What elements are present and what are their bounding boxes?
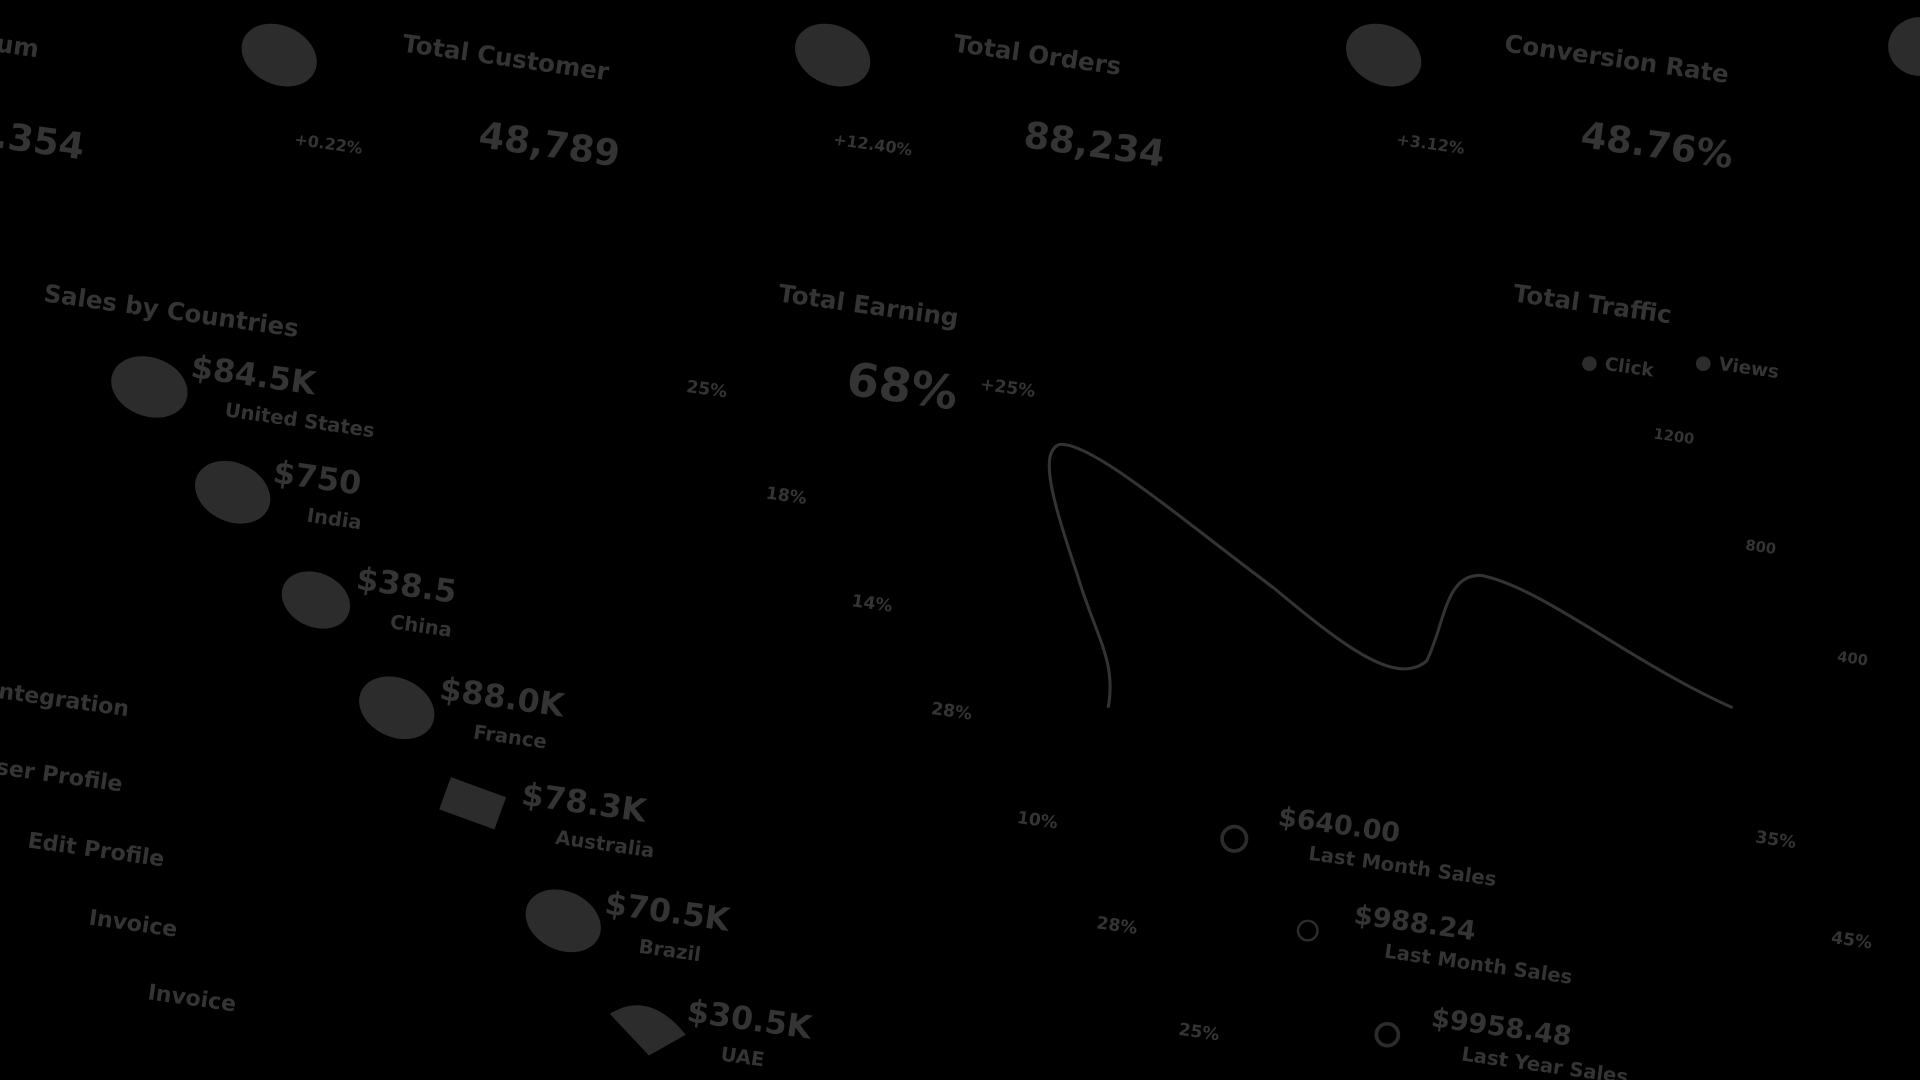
- country-value: $750: [271, 453, 364, 503]
- card-value: 88,234: [1021, 113, 1167, 175]
- earning-label: 25%: [1177, 1020, 1220, 1046]
- axis-tick: 800: [1744, 537, 1777, 558]
- earning-label: 25%: [685, 377, 728, 403]
- country-value: $84.5K: [189, 347, 320, 402]
- legend-label: Click: [1603, 354, 1655, 382]
- menu-item: Edit Profile: [26, 829, 166, 873]
- flag-icon: [281, 571, 351, 629]
- axis-tick: 400: [1836, 648, 1869, 669]
- card-value: .354: [0, 113, 87, 168]
- legend-dot: [1695, 356, 1711, 372]
- card-icon: [1888, 17, 1920, 76]
- card-title: Conversion Rate: [1503, 29, 1731, 89]
- summary-label: Last Month Sales: [1307, 842, 1498, 891]
- earning-label: 10%: [1016, 808, 1059, 834]
- flag-icon: [195, 460, 271, 524]
- earning-label: 28%: [930, 699, 973, 725]
- card-icon: [1346, 23, 1422, 87]
- menu-item: ser Profile: [0, 755, 124, 798]
- country-name: United States: [223, 399, 376, 443]
- summary-icon: [1296, 919, 1319, 942]
- country-name: Australia: [554, 826, 656, 863]
- country-name: France: [472, 721, 548, 754]
- earning-label: 14%: [850, 591, 893, 617]
- country-value: $38.5: [354, 559, 459, 611]
- flag-icon: [525, 889, 601, 953]
- traffic-curve: [1047, 442, 1734, 710]
- flag-icon: [359, 676, 435, 740]
- earning-value: 68%: [843, 352, 961, 421]
- section-title: Sales by Countries: [42, 278, 301, 343]
- card-change: +12.40%: [832, 130, 914, 160]
- country-value: $70.5K: [603, 884, 734, 939]
- flag-icon: [439, 777, 507, 830]
- summary-icon: [1220, 824, 1249, 853]
- country-value: $78.3K: [519, 775, 650, 830]
- menu-item: Invoice: [146, 980, 238, 1017]
- summary-value: $640.00: [1276, 802, 1402, 850]
- flag-icon: [609, 1005, 686, 1056]
- axis-tick: 1200: [1653, 425, 1696, 448]
- traffic-label: 35%: [1754, 828, 1797, 854]
- summary-value: $9958.48: [1429, 1002, 1573, 1052]
- legend-label: Views: [1717, 354, 1780, 383]
- country-name: China: [389, 610, 454, 641]
- card-title: Total Orders: [952, 29, 1123, 81]
- summary-icon: [1374, 1021, 1401, 1048]
- country-value: $30.5K: [685, 992, 816, 1047]
- country-name: Brazil: [637, 935, 702, 966]
- card-value: 48.76%: [1578, 113, 1735, 177]
- card-icon: [795, 23, 871, 87]
- summary-value: $988.24: [1352, 899, 1478, 947]
- summary-label: Last Month Sales: [1383, 940, 1574, 989]
- section-title: Total Traffic: [1511, 278, 1673, 329]
- card-value: 48,789: [476, 113, 622, 175]
- country-name: India: [305, 504, 363, 534]
- traffic-label: 45%: [1830, 928, 1873, 954]
- card-change: +0.22%: [293, 130, 364, 158]
- earning-label: 28%: [1095, 913, 1138, 939]
- section-title: Total Earning: [777, 278, 961, 332]
- earning-change: +25%: [979, 375, 1037, 403]
- earning-label: 18%: [765, 484, 808, 510]
- card-icon: [241, 23, 317, 87]
- menu-item: ntegration: [0, 679, 130, 722]
- card-title: um: [0, 29, 41, 64]
- legend-dot: [1582, 356, 1597, 372]
- country-value: $88.0K: [437, 669, 568, 724]
- menu-item: Invoice: [87, 906, 179, 943]
- country-name: UAE: [719, 1043, 766, 1072]
- card-change: +3.12%: [1395, 130, 1466, 158]
- flag-icon: [111, 356, 188, 418]
- card-title: Total Customer: [401, 29, 611, 87]
